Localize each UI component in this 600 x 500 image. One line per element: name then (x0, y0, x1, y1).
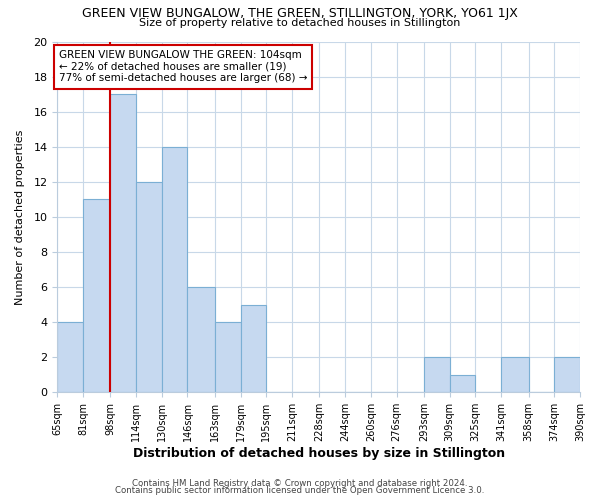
Bar (554, 358, 580, 392)
Text: Contains HM Land Registry data © Crown copyright and database right 2024.: Contains HM Land Registry data © Crown c… (132, 478, 468, 488)
Text: Size of property relative to detached houses in Stillington: Size of property relative to detached ho… (139, 18, 461, 28)
Bar (57, 322, 83, 392)
Bar (501, 358, 529, 392)
Y-axis label: Number of detached properties: Number of detached properties (15, 129, 25, 304)
Text: GREEN VIEW BUNGALOW THE GREEN: 104sqm
← 22% of detached houses are smaller (19)
: GREEN VIEW BUNGALOW THE GREEN: 104sqm ← … (59, 50, 307, 84)
Bar (424, 358, 449, 392)
Bar (162, 147, 187, 392)
X-axis label: Distribution of detached houses by size in Stillington: Distribution of detached houses by size … (133, 447, 505, 460)
Bar (449, 375, 475, 392)
Bar (83, 200, 110, 392)
Bar (241, 304, 266, 392)
Bar (215, 322, 241, 392)
Text: GREEN VIEW BUNGALOW, THE GREEN, STILLINGTON, YORK, YO61 1JX: GREEN VIEW BUNGALOW, THE GREEN, STILLING… (82, 8, 518, 20)
Text: Contains public sector information licensed under the Open Government Licence 3.: Contains public sector information licen… (115, 486, 485, 495)
Bar (187, 287, 215, 393)
Bar (136, 182, 162, 392)
Bar (110, 94, 136, 392)
